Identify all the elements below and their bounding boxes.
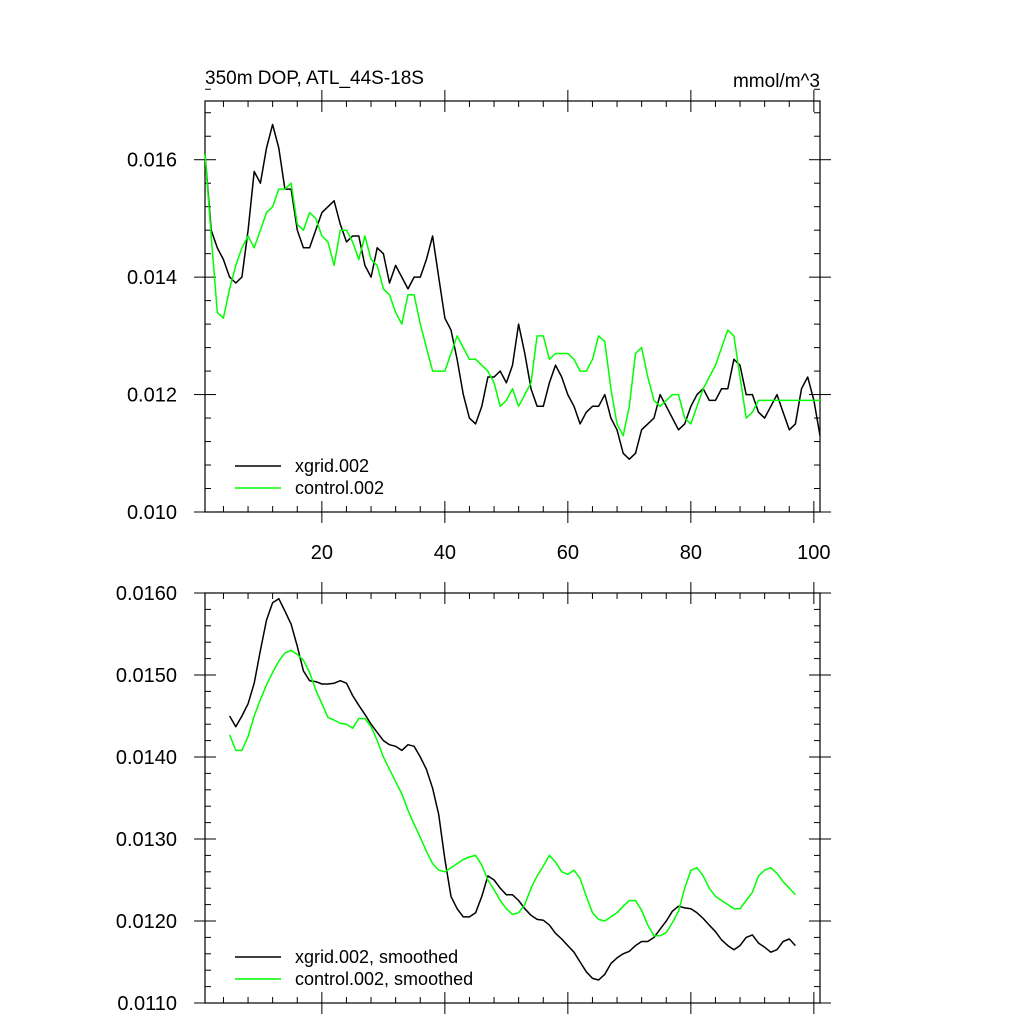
y-tick-label: 0.014 <box>127 267 177 289</box>
y-tick-label: 0.0110 <box>117 993 177 1015</box>
x-tick-label: 100 <box>797 542 830 564</box>
y-tick-label: 0.012 <box>127 385 177 407</box>
series-line-1 <box>204 123 821 460</box>
legend-label: xgrid.002 <box>295 456 369 476</box>
x-tick-label: 60 <box>557 542 579 564</box>
legend-label: xgrid.002, smoothed <box>295 947 458 967</box>
y-tick-label: 0.0120 <box>116 911 177 933</box>
chart-panel-2: 0.0110 0.0120 0.0130 0.0140 0.0150 0.0160 xgri… <box>116 582 831 1015</box>
plot-frame <box>204 592 821 1004</box>
units-label: mmol/m^3 <box>733 71 820 92</box>
legend-label: control.002, smoothed <box>295 969 473 989</box>
chart-panel-1: 0.010 0.012 0.014 0.016 20 40 60 80 100 350m DOP,… <box>127 68 831 564</box>
series-line-1 <box>228 597 796 981</box>
legend-label: control.002 <box>295 478 384 498</box>
y-tick-label: 0.0140 <box>116 747 177 769</box>
plot-frame <box>204 100 821 513</box>
series-line-2 <box>204 153 820 437</box>
chart-title: 350m DOP, ATL_44S-18S <box>205 68 424 89</box>
y-tick-label: 0.016 <box>127 150 177 172</box>
series-line-2 <box>228 649 796 937</box>
y-tick-label: 0.0130 <box>116 829 177 851</box>
y-tick-label: 0.0150 <box>116 665 177 687</box>
x-tick-label: 40 <box>434 542 456 564</box>
x-tick-label: 80 <box>680 542 702 564</box>
y-tick-label: 0.0160 <box>116 583 177 605</box>
y-tick-label: 0.010 <box>127 502 177 524</box>
x-tick-label: 20 <box>311 542 333 564</box>
